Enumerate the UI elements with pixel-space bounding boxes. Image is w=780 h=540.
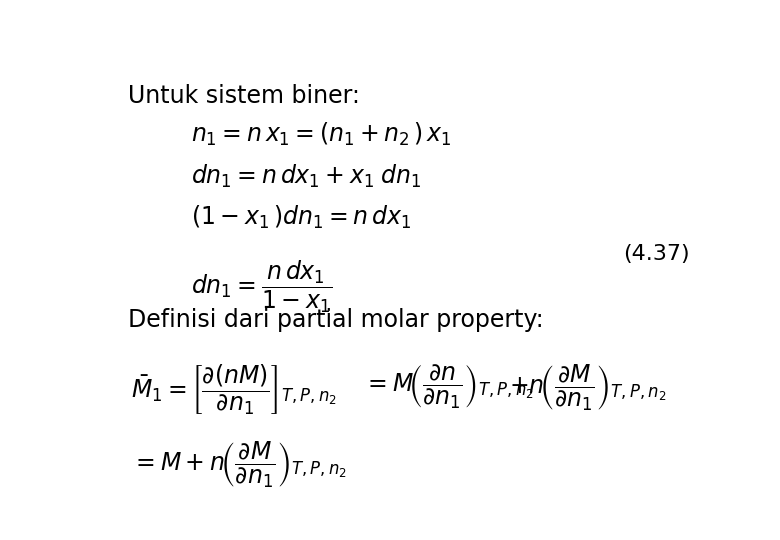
Text: $+ n\!\left(\dfrac{\partial M}{\partial n_1}\right)_{T,P,n_2}$: $+ n\!\left(\dfrac{\partial M}{\partial … <box>509 362 666 413</box>
Text: (4.37): (4.37) <box>623 244 690 264</box>
Text: $n_1 = n\,x_1 = (n_1 + n_2\,)\,x_1$: $n_1 = n\,x_1 = (n_1 + n_2\,)\,x_1$ <box>191 121 452 148</box>
Text: $= M + n\!\left(\dfrac{\partial M}{\partial n_1}\right)_{T,P,n_2}$: $= M + n\!\left(\dfrac{\partial M}{\part… <box>131 439 347 490</box>
Text: $\bar{M}_1 = \left[\dfrac{\partial(nM)}{\partial n_1}\right]_{T,P,n_2}$: $\bar{M}_1 = \left[\dfrac{\partial(nM)}{… <box>131 362 337 417</box>
Text: Untuk sistem biner:: Untuk sistem biner: <box>128 84 360 107</box>
Text: $dn_1 = n\,dx_1 + x_1\;dn_1$: $dn_1 = n\,dx_1 + x_1\;dn_1$ <box>191 163 422 190</box>
Text: $dn_1 = \dfrac{n\,dx_1}{1 - x_1}$: $dn_1 = \dfrac{n\,dx_1}{1 - x_1}$ <box>191 258 332 315</box>
Text: Definisi dari partial molar property:: Definisi dari partial molar property: <box>128 308 544 332</box>
Text: $= M\!\left(\dfrac{\partial n}{\partial n_1}\right)_{T,P,n_2}$: $= M\!\left(\dfrac{\partial n}{\partial … <box>363 362 534 411</box>
Text: $(1 - x_1\,)dn_1 = n\,dx_1$: $(1 - x_1\,)dn_1 = n\,dx_1$ <box>191 204 412 231</box>
